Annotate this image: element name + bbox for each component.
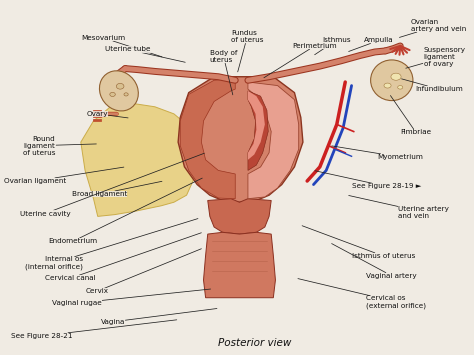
Ellipse shape — [124, 93, 128, 96]
Text: Ampulla: Ampulla — [349, 37, 394, 51]
Ellipse shape — [391, 73, 401, 80]
Text: Mesovarium: Mesovarium — [81, 35, 162, 57]
Text: Cervical canal: Cervical canal — [45, 233, 201, 281]
Text: See Figure 28-21: See Figure 28-21 — [11, 320, 177, 339]
Text: Uterine cavity: Uterine cavity — [19, 153, 204, 217]
Ellipse shape — [110, 92, 115, 97]
Text: Ovary: Ovary — [87, 111, 128, 118]
Text: Ovarian ligament: Ovarian ligament — [4, 167, 124, 184]
Ellipse shape — [371, 60, 413, 100]
Polygon shape — [208, 199, 271, 234]
Text: Body of
uterus: Body of uterus — [210, 50, 237, 95]
Text: Round
ligament
of uterus: Round ligament of uterus — [23, 136, 96, 156]
Text: Uterine tube: Uterine tube — [105, 47, 185, 62]
Text: Infundibulum: Infundibulum — [401, 79, 463, 92]
Text: Isthmus of uterus: Isthmus of uterus — [302, 226, 415, 259]
Text: See Figure 28-19 ►: See Figure 28-19 ► — [315, 171, 421, 189]
Polygon shape — [180, 78, 235, 199]
Text: Isthmus: Isthmus — [315, 37, 351, 55]
Text: Ovarian
artery and vein: Ovarian artery and vein — [400, 19, 466, 37]
Text: Fimbriae: Fimbriae — [391, 95, 431, 135]
Polygon shape — [248, 91, 268, 170]
Ellipse shape — [116, 83, 124, 89]
Text: Posterior view: Posterior view — [218, 338, 291, 348]
Polygon shape — [248, 82, 299, 199]
Text: Fundus
of uterus: Fundus of uterus — [231, 30, 264, 72]
Polygon shape — [81, 103, 199, 217]
Text: Uterine artery
and vein: Uterine artery and vein — [349, 196, 449, 219]
Ellipse shape — [384, 83, 391, 88]
Text: Vaginal artery: Vaginal artery — [332, 244, 417, 279]
Text: Internal os
(internal orifice): Internal os (internal orifice) — [25, 219, 198, 270]
Polygon shape — [178, 77, 303, 202]
Text: Cervical os
(external orifice): Cervical os (external orifice) — [298, 279, 427, 309]
Polygon shape — [248, 91, 265, 160]
Polygon shape — [203, 232, 275, 298]
Text: Cervix: Cervix — [85, 249, 201, 294]
Text: Endometrium: Endometrium — [49, 178, 202, 244]
Text: Myometrium: Myometrium — [332, 146, 423, 160]
Text: Suspensory
ligament
of ovary: Suspensory ligament of ovary — [406, 47, 465, 68]
Text: Vaginal rugae: Vaginal rugae — [52, 289, 210, 306]
Ellipse shape — [100, 71, 138, 111]
Ellipse shape — [398, 86, 403, 89]
Text: Vagina: Vagina — [101, 308, 217, 325]
Text: Broad ligament: Broad ligament — [72, 181, 162, 197]
Text: Perimetrium: Perimetrium — [264, 43, 337, 78]
